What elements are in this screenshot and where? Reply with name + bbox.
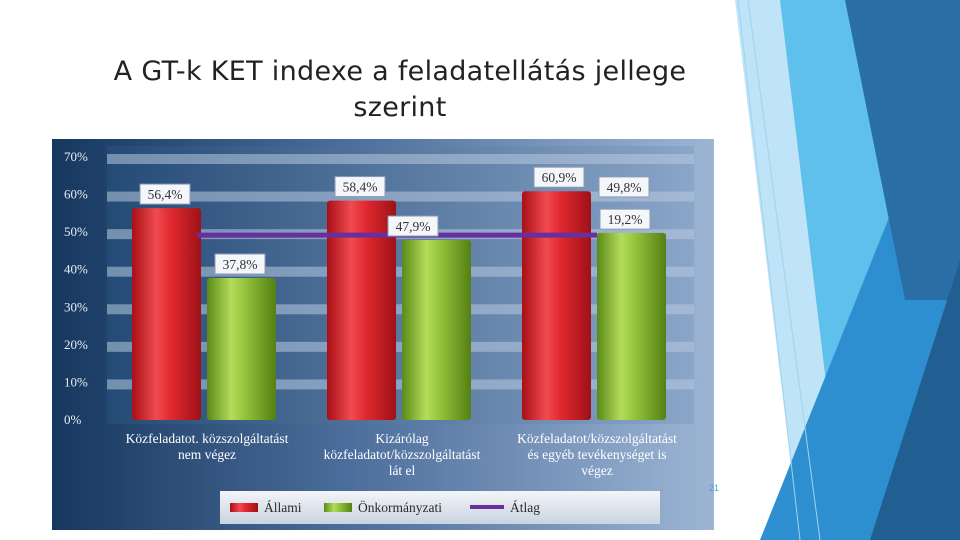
deco-triangle-light — [735, 0, 960, 540]
deco-line — [737, 0, 801, 540]
category-label: Közfeladatot/közszolgáltatást — [517, 431, 677, 446]
data-labels: 56,4% 58,4% 60,9% 37,8% 47,9% 49,8% — [139, 166, 650, 275]
y-tick-label: 50% — [64, 224, 88, 239]
data-label: 49,8% — [607, 180, 642, 195]
gridline-band — [107, 379, 694, 390]
bar-allami-2 — [327, 200, 396, 420]
y-tick-label: 70% — [64, 149, 88, 164]
bar-allami-3 — [522, 191, 591, 420]
legend-label: Önkormányzati — [358, 500, 442, 515]
data-label: 58,4% — [343, 180, 378, 195]
data-label-box — [387, 215, 439, 237]
legend-swatch — [324, 503, 352, 512]
average-label-box — [599, 208, 651, 230]
legend-label: Állami — [264, 500, 302, 515]
category-label: lát el — [389, 463, 416, 478]
average-label: 19,2% — [608, 212, 643, 227]
y-axis-ticks: 70% 60% 50% 40% 30% 20% 10% 0% — [64, 149, 88, 427]
deco-triangle-deep — [870, 260, 960, 540]
page-number: 21 — [709, 483, 720, 493]
gridline-band — [107, 266, 694, 277]
gridline-band — [107, 191, 694, 202]
y-tick-label: 10% — [64, 374, 88, 389]
slide-title-line-1: A GT-k KET indexe a feladatellátás jelle… — [113, 56, 687, 87]
deco-line-2 — [747, 0, 821, 540]
category-label: és egyéb tevékenységet is — [527, 447, 666, 462]
slide-title-line-2: szerint — [353, 92, 447, 123]
deco-triangle-mid — [760, 40, 960, 540]
deco-triangle-dark — [845, 0, 960, 300]
data-label-box — [334, 176, 386, 198]
bar-onkormanyzati-1 — [207, 277, 276, 420]
y-tick-label: 40% — [64, 262, 88, 277]
data-label: 60,9% — [542, 170, 577, 185]
bar-onkormanyzati-2 — [402, 240, 471, 420]
data-label: 56,4% — [148, 187, 183, 202]
bar-onkormanyzati-3 — [597, 232, 666, 420]
data-label-box — [139, 183, 191, 205]
bars — [132, 191, 666, 420]
data-label-box — [214, 253, 266, 275]
category-label: nem végez — [178, 447, 236, 462]
gridline-band — [107, 154, 694, 164]
category-label: közfeladatot/közszolgáltatást — [324, 447, 481, 462]
category-label: Közfeladatot. közszolgáltatást — [126, 431, 289, 446]
chart-panel: 70% 60% 50% 40% 30% 20% 10% 0% 19,2% 56,4% 58,4%… — [52, 139, 714, 530]
y-tick-label: 0% — [64, 412, 82, 427]
y-tick-label: 20% — [64, 337, 88, 352]
legend-box — [220, 491, 660, 524]
data-label-box — [598, 176, 650, 198]
gridline-band — [107, 304, 694, 315]
y-tick-label: 60% — [64, 187, 88, 202]
gridline-band — [107, 341, 694, 352]
deco-triangle-cyan — [780, 0, 960, 540]
category-label: végez — [581, 463, 612, 478]
legend: Állami Önkormányzati Átlag — [230, 500, 540, 515]
slide-title: A GT-k KET indexe a feladatellátás jelle… — [70, 54, 730, 126]
category-label: Kizárólag — [375, 431, 428, 446]
bar-allami-1 — [132, 208, 201, 420]
legend-swatch — [230, 503, 258, 512]
data-label-box — [533, 166, 585, 188]
legend-label: Átlag — [510, 500, 540, 515]
data-label: 37,8% — [223, 257, 258, 272]
y-tick-label: 30% — [64, 299, 88, 314]
data-label: 47,9% — [396, 219, 431, 234]
